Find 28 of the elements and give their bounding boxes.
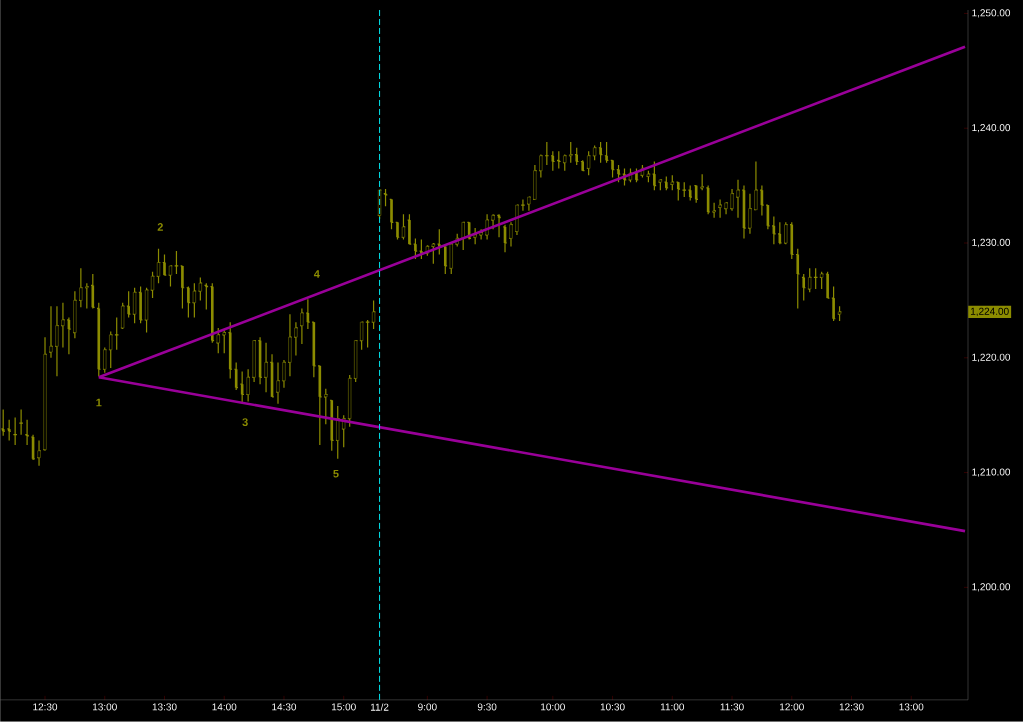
x-tick-label: 11:30: [720, 703, 744, 711]
annotation: 3: [242, 418, 248, 427]
y-tick-label: 1,230.00: [972, 238, 1011, 248]
x-tick-label: 12:30: [33, 703, 58, 711]
y-tick-label: 1,220.00: [972, 353, 1011, 362]
annotation: 2: [157, 223, 163, 231]
x-tick-label: 11/2: [370, 703, 389, 711]
x-tick-label: 15:00: [331, 703, 356, 711]
x-tick-label: 14:30: [272, 703, 297, 711]
x-tick-label: 13:00: [899, 703, 924, 711]
x-tick-label: 13:30: [152, 703, 177, 711]
x-tick-label: 12:00: [780, 703, 804, 711]
x-tick-label: 11:00: [660, 703, 685, 711]
annotation: 1: [96, 398, 102, 407]
x-tick-label: 9:30: [477, 703, 497, 711]
x-tick-label: 9:00: [418, 703, 437, 711]
y-tick-label: 1,250.00: [972, 9, 1011, 18]
x-tick-label: 14:00: [212, 703, 237, 711]
x-tick-label: 10:00: [541, 703, 565, 711]
text: 1,224.00: [970, 307, 1009, 317]
y-tick-label: 1,210.00: [972, 468, 1011, 477]
x-tick-label: 12:30: [839, 703, 864, 711]
y-tick-label: 1,200.00: [972, 583, 1011, 592]
annotation: 4: [313, 270, 320, 278]
annotation: 5: [333, 469, 339, 478]
x-tick-label: 13:00: [93, 703, 117, 711]
y-tick-label: 1,240.00: [972, 124, 1011, 133]
x-tick-label: 10:30: [600, 703, 625, 711]
